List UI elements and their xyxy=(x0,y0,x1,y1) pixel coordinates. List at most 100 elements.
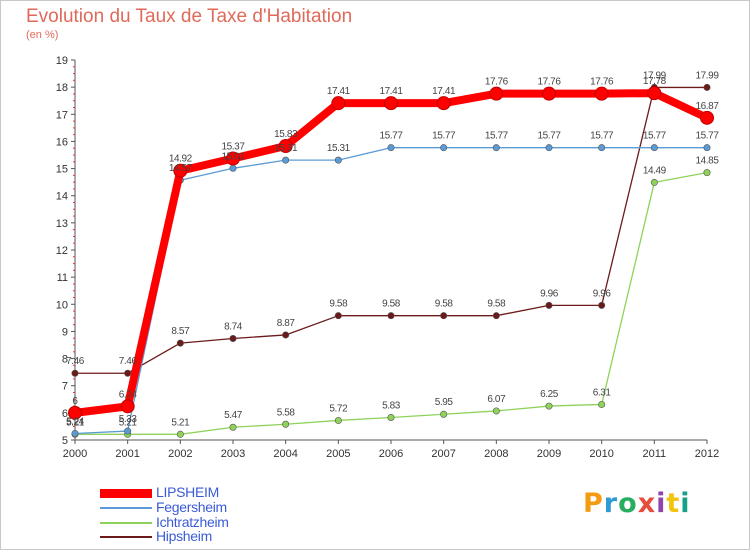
y-tick-label: 10 xyxy=(56,299,68,311)
data-label-fegersheim: 15.77 xyxy=(590,131,614,142)
logo-letter: x xyxy=(637,488,657,519)
data-point-fegersheim xyxy=(598,144,606,152)
data-label-fegersheim: 5.33 xyxy=(119,414,138,425)
x-tick-label: 2011 xyxy=(643,448,667,460)
data-label-ichtratzheim: 6.31 xyxy=(593,387,612,398)
data-point-fegersheim xyxy=(387,144,395,152)
data-point-fegersheim xyxy=(440,144,448,152)
logo-letter: i xyxy=(656,488,667,519)
data-label-lipsheim: 14.92 xyxy=(169,154,193,165)
data-point-lipsheim xyxy=(226,151,240,166)
data-point-lipsheim xyxy=(120,399,135,414)
data-point-hipsheim xyxy=(176,339,184,347)
data-point-hipsheim xyxy=(703,83,711,91)
data-point-lipsheim xyxy=(68,405,82,420)
data-label-hipsheim: 9.58 xyxy=(329,299,348,310)
x-tick-label: 2006 xyxy=(379,448,403,460)
data-label-lipsheim: 17.41 xyxy=(379,86,403,97)
data-point-lipsheim xyxy=(331,96,346,111)
y-tick-label: 7 xyxy=(62,381,68,393)
x-tick-label: 2012 xyxy=(695,448,719,460)
data-point-hipsheim xyxy=(598,301,606,309)
data-label-lipsheim: 17.76 xyxy=(590,77,614,88)
data-label-ichtratzheim: 5.95 xyxy=(435,397,454,408)
data-point-lipsheim xyxy=(384,96,398,111)
data-label-lipsheim: 17.41 xyxy=(327,86,351,97)
data-label-fegersheim: 5.24 xyxy=(66,416,85,427)
data-point-lipsheim xyxy=(173,163,188,178)
series-line-fegersheim xyxy=(74,147,708,435)
x-tick-label: 2010 xyxy=(589,448,613,460)
x-tick-label: 2001 xyxy=(115,448,139,460)
logo-letter: r xyxy=(603,488,619,519)
y-tick-label: 5 xyxy=(62,435,68,447)
logo-letter: P xyxy=(583,488,604,519)
data-point-lipsheim xyxy=(278,139,293,154)
data-point-ichtratzheim xyxy=(334,416,342,424)
chart-title: Evolution du Taux de Taxe d'Habitation xyxy=(26,6,353,27)
data-label-ichtratzheim: 5.83 xyxy=(382,400,401,411)
data-point-ichtratzheim xyxy=(176,430,184,438)
data-point-lipsheim xyxy=(489,86,504,101)
data-point-ichtratzheim xyxy=(650,178,658,186)
x-tick-label: 2004 xyxy=(273,448,297,460)
data-label-lipsheim: 17.76 xyxy=(537,77,561,88)
x-tick-label: 2007 xyxy=(431,448,455,460)
y-tick-label: 14 xyxy=(56,191,68,203)
data-label-lipsheim: 17.78 xyxy=(643,76,667,87)
data-point-hipsheim xyxy=(545,301,553,309)
legend-label-hipsheim: Hipsheim xyxy=(156,528,212,544)
data-point-hipsheim xyxy=(124,369,132,377)
data-label-fegersheim: 15.77 xyxy=(537,131,561,142)
data-label-hipsheim: 8.87 xyxy=(277,318,296,329)
data-label-lipsheim: 17.76 xyxy=(485,77,509,88)
y-tick-label: 18 xyxy=(56,82,68,94)
data-label-hipsheim: 17.99 xyxy=(643,70,667,81)
data-point-ichtratzheim xyxy=(703,169,711,177)
data-label-hipsheim: 8.57 xyxy=(171,326,190,337)
data-point-hipsheim xyxy=(440,312,448,320)
data-label-hipsheim: 9.58 xyxy=(435,299,454,310)
data-label-ichtratzheim: 5.47 xyxy=(224,410,243,421)
data-label-fegersheim: 15.01 xyxy=(221,151,245,162)
data-label-hipsheim: 7.46 xyxy=(66,356,85,367)
data-point-fegersheim xyxy=(334,156,342,164)
data-point-fegersheim xyxy=(703,144,711,152)
data-label-ichtratzheim: 14.85 xyxy=(695,156,719,167)
y-tick-label: 11 xyxy=(57,272,68,284)
data-label-lipsheim: 15.83 xyxy=(274,129,298,140)
data-point-hipsheim xyxy=(71,369,79,377)
data-point-lipsheim xyxy=(436,96,451,111)
y-tick-label: 8 xyxy=(62,354,68,366)
legend-swatch-lipsheim xyxy=(100,489,152,498)
data-label-fegersheim: 14.57 xyxy=(169,163,193,174)
data-label-ichtratzheim: 5.58 xyxy=(277,407,296,418)
legend-label-lipsheim: LIPSHEIM xyxy=(156,484,219,500)
data-point-fegersheim xyxy=(71,429,79,437)
data-point-fegersheim xyxy=(492,144,500,152)
data-label-hipsheim: 9.96 xyxy=(540,288,559,299)
data-label-ichtratzheim: 5.21 xyxy=(66,417,85,428)
data-label-ichtratzheim: 14.49 xyxy=(643,165,667,176)
data-label-fegersheim: 15.31 xyxy=(274,143,298,154)
data-label-fegersheim: 15.77 xyxy=(695,131,719,142)
data-point-ichtratzheim xyxy=(282,420,290,428)
y-tick-label: 6 xyxy=(62,408,68,420)
legend-swatch-ichtratzheim xyxy=(100,522,152,524)
x-tick-label: 2009 xyxy=(537,448,561,460)
data-label-ichtratzheim: 6.25 xyxy=(540,389,559,400)
data-point-lipsheim xyxy=(594,86,609,101)
data-label-fegersheim: 15.31 xyxy=(327,143,351,154)
data-label-hipsheim: 7.46 xyxy=(119,356,138,367)
data-label-lipsheim: 16.87 xyxy=(695,101,719,112)
data-point-hipsheim xyxy=(282,331,290,339)
data-point-ichtratzheim xyxy=(492,407,500,415)
data-label-lipsheim: 6.24 xyxy=(119,389,138,400)
y-tick-label: 13 xyxy=(56,218,68,230)
y-tick-label: 15 xyxy=(56,164,68,176)
data-point-ichtratzheim xyxy=(387,413,395,421)
y-tick-label: 19 xyxy=(56,55,68,67)
chart-unit-label: (en %) xyxy=(26,29,59,41)
data-label-ichtratzheim: 5.72 xyxy=(329,403,348,414)
data-label-ichtratzheim: 5.21 xyxy=(119,417,138,428)
